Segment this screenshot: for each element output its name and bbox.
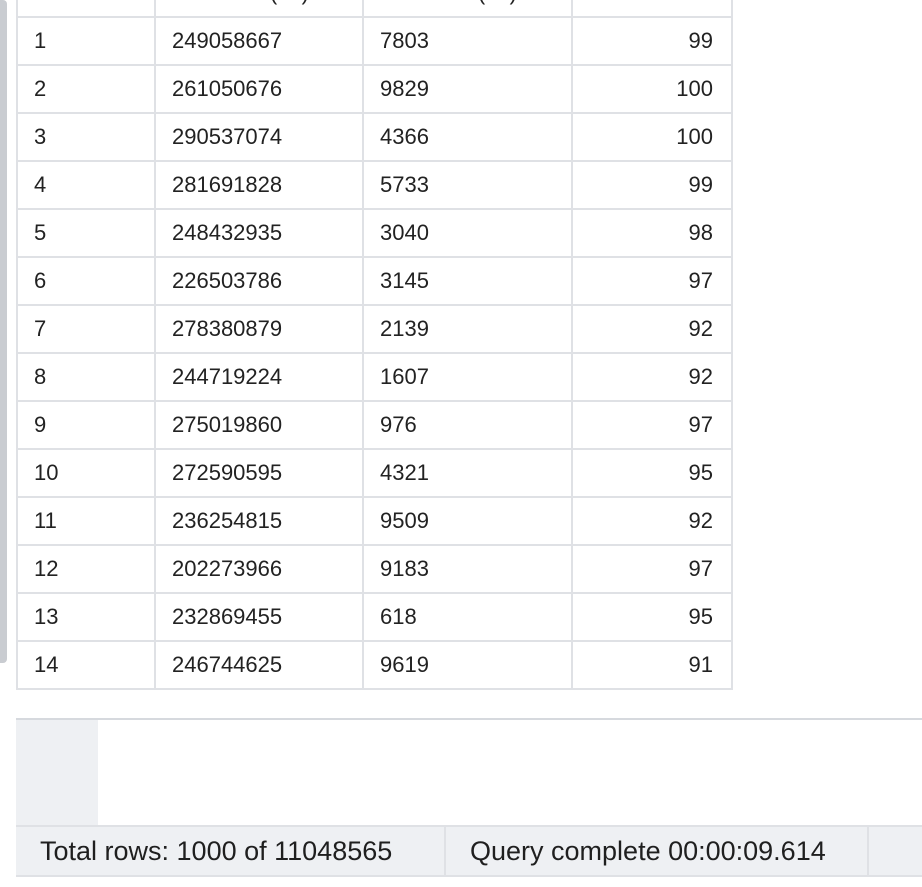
table-row[interactable]: 11 236254815 9509 92 bbox=[16, 496, 733, 546]
total-rows-text: Total rows: 1000 of 11048565 bbox=[40, 835, 393, 866]
table-cell[interactable]: 275019860 bbox=[154, 400, 364, 450]
table-row[interactable]: 2 261050676 9829 100 bbox=[16, 64, 733, 114]
table-cell[interactable]: 261050676 bbox=[154, 64, 364, 114]
table-row[interactable]: 10 272590595 4321 95 bbox=[16, 448, 733, 498]
query-complete-status: Query complete 00:00:09.614 bbox=[446, 827, 869, 875]
table-cell[interactable]: 1607 bbox=[362, 352, 573, 402]
row-number-cell[interactable]: 14 bbox=[16, 640, 156, 690]
table-cell[interactable]: 92 bbox=[571, 304, 733, 354]
row-number-cell[interactable]: 4 bbox=[16, 160, 156, 210]
table-cell[interactable]: 100 bbox=[571, 112, 733, 162]
row-number-cell[interactable]: 5 bbox=[16, 208, 156, 258]
status-bar: Total rows: 1000 of 11048565 Query compl… bbox=[16, 825, 922, 877]
table-cell[interactable]: 248432935 bbox=[154, 208, 364, 258]
table-cell[interactable]: 5733 bbox=[362, 160, 573, 210]
row-number-cell[interactable]: 3 bbox=[16, 112, 156, 162]
table-cell[interactable]: 95 bbox=[571, 448, 733, 498]
table-cell[interactable]: 4321 bbox=[362, 448, 573, 498]
table-cell[interactable]: 278380879 bbox=[154, 304, 364, 354]
table-cell[interactable]: 249058667 bbox=[154, 16, 364, 66]
table-row[interactable]: 4 281691828 5733 99 bbox=[16, 160, 733, 210]
table-cell[interactable]: 100 bbox=[571, 64, 733, 114]
table-cell[interactable]: 7803 bbox=[362, 16, 573, 66]
table-cell[interactable]: 97 bbox=[571, 400, 733, 450]
panel-scrollbar[interactable] bbox=[0, 0, 7, 663]
table-row[interactable]: 3 290537074 4366 100 bbox=[16, 112, 733, 162]
table-row[interactable]: 13 232869455 618 95 bbox=[16, 592, 733, 642]
total-rows-status: Total rows: 1000 of 11048565 bbox=[16, 827, 446, 875]
table-row[interactable]: 9 275019860 976 97 bbox=[16, 400, 733, 450]
table-row[interactable]: 12 202273966 9183 97 bbox=[16, 544, 733, 594]
left-margin bbox=[7, 0, 16, 887]
table-row[interactable]: 8 244719224 1607 92 bbox=[16, 352, 733, 402]
table-cell[interactable]: 92 bbox=[571, 352, 733, 402]
table-cell[interactable]: 92 bbox=[571, 496, 733, 546]
column-header[interactable]: character (10) bbox=[154, 0, 364, 18]
table-cell[interactable]: 232869455 bbox=[154, 592, 364, 642]
table-cell[interactable]: 618 bbox=[362, 592, 573, 642]
table-cell[interactable]: 3040 bbox=[362, 208, 573, 258]
table-cell[interactable]: 9619 bbox=[362, 640, 573, 690]
table-cell[interactable]: 272590595 bbox=[154, 448, 364, 498]
table-cell[interactable]: 236254815 bbox=[154, 496, 364, 546]
table-cell[interactable]: 98 bbox=[571, 208, 733, 258]
table-cell[interactable]: 97 bbox=[571, 256, 733, 306]
column-header[interactable]: character (30) bbox=[362, 0, 573, 18]
row-number-cell[interactable]: 1 bbox=[16, 16, 156, 66]
table-cell[interactable]: 99 bbox=[571, 16, 733, 66]
column-header[interactable]: smallint bbox=[571, 0, 733, 18]
row-number-cell[interactable]: 6 bbox=[16, 256, 156, 306]
table-cell[interactable]: 9829 bbox=[362, 64, 573, 114]
row-number-gutter bbox=[16, 720, 98, 825]
table-cell[interactable]: 226503786 bbox=[154, 256, 364, 306]
table-cell[interactable]: 202273966 bbox=[154, 544, 364, 594]
table-cell[interactable]: 246744625 bbox=[154, 640, 364, 690]
table-cell[interactable]: 281691828 bbox=[154, 160, 364, 210]
query-complete-text: Query complete 00:00:09.614 bbox=[470, 835, 826, 866]
table-cell[interactable]: 976 bbox=[362, 400, 573, 450]
table-cell[interactable]: 91 bbox=[571, 640, 733, 690]
table-cell[interactable]: 290537074 bbox=[154, 112, 364, 162]
table-row[interactable]: 7 278380879 2139 92 bbox=[16, 304, 733, 354]
table-cell[interactable]: 4366 bbox=[362, 112, 573, 162]
row-number-cell[interactable]: 11 bbox=[16, 496, 156, 546]
results-table: character (10) character (30) smallint 1… bbox=[16, 0, 733, 690]
table-cell[interactable]: 9509 bbox=[362, 496, 573, 546]
row-number-cell[interactable]: 10 bbox=[16, 448, 156, 498]
row-number-cell[interactable]: 12 bbox=[16, 544, 156, 594]
table-row[interactable]: 6 226503786 3145 97 bbox=[16, 256, 733, 306]
table-row[interactable]: 1 249058667 7803 99 bbox=[16, 16, 733, 66]
grid-divider bbox=[16, 718, 922, 720]
table-body: 1 249058667 7803 99 2 261050676 9829 100 3 290537… bbox=[16, 16, 733, 690]
table-cell[interactable]: 2139 bbox=[362, 304, 573, 354]
table-cell[interactable]: 95 bbox=[571, 592, 733, 642]
row-number-cell[interactable]: 8 bbox=[16, 352, 156, 402]
bottom-strip bbox=[16, 877, 922, 887]
table-row[interactable]: 14 246744625 9619 91 bbox=[16, 640, 733, 690]
row-number-cell[interactable]: 13 bbox=[16, 592, 156, 642]
row-number-cell[interactable]: 9 bbox=[16, 400, 156, 450]
table-cell[interactable]: 3145 bbox=[362, 256, 573, 306]
table-cell[interactable]: 244719224 bbox=[154, 352, 364, 402]
row-number-cell[interactable]: 2 bbox=[16, 64, 156, 114]
table-header-row: character (10) character (30) smallint bbox=[16, 0, 733, 18]
table-cell[interactable]: 9183 bbox=[362, 544, 573, 594]
table-row[interactable]: 5 248432935 3040 98 bbox=[16, 208, 733, 258]
row-number-cell[interactable]: 7 bbox=[16, 304, 156, 354]
column-header-rownum[interactable] bbox=[16, 0, 156, 18]
table-cell[interactable]: 99 bbox=[571, 160, 733, 210]
empty-grid-zone bbox=[16, 720, 922, 825]
table-cell[interactable]: 97 bbox=[571, 544, 733, 594]
